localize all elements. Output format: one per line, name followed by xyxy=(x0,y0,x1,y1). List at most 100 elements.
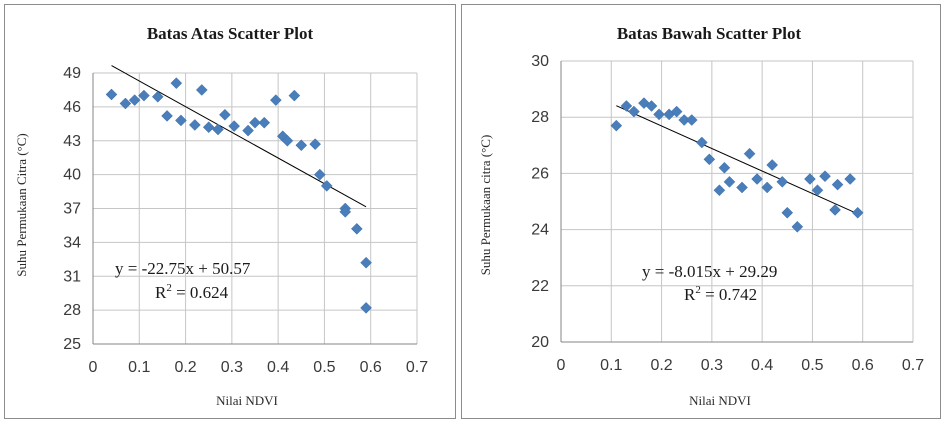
data-point xyxy=(766,159,779,171)
data-point xyxy=(151,90,164,103)
y-axis-label: Suhu Permukaan Citra (°C) xyxy=(14,133,29,276)
x-tick-label: 0.4 xyxy=(267,359,289,376)
r-squared-value: = 0.742 xyxy=(701,285,757,304)
data-point xyxy=(804,173,816,185)
data-point xyxy=(242,124,254,137)
y-tick-label: 49 xyxy=(63,65,81,82)
r-squared-value: = 0.624 xyxy=(172,283,229,302)
x-tick-label: 0.3 xyxy=(701,357,723,374)
y-tick-label: 26 xyxy=(531,165,549,182)
data-point xyxy=(161,110,173,122)
x-axis-label: Nilai NDVI xyxy=(216,393,278,408)
data-points xyxy=(610,97,864,233)
data-point xyxy=(288,89,301,102)
data-point xyxy=(188,119,201,131)
data-point xyxy=(170,77,183,90)
x-tick-labels: 0 0.1 0.2 0.3 0.4 0.5 0.6 0.7 xyxy=(89,359,429,376)
data-point xyxy=(819,170,831,183)
data-point xyxy=(258,116,271,129)
data-point xyxy=(685,114,698,126)
r-squared-prefix: R xyxy=(155,283,167,302)
regression-equation: y = -8.015x + 29.29 xyxy=(642,262,777,281)
data-point xyxy=(620,100,633,112)
data-point xyxy=(320,180,333,192)
axes xyxy=(92,73,417,345)
data-point xyxy=(350,222,363,235)
linear-trendline xyxy=(616,105,858,215)
data-point xyxy=(138,89,150,102)
data-point xyxy=(628,105,640,118)
data-point xyxy=(829,204,841,216)
x-tick-label: 0.6 xyxy=(360,359,382,376)
data-point xyxy=(776,175,789,188)
y-tick-label: 28 xyxy=(63,302,81,319)
data-point xyxy=(119,97,132,110)
chart-panel-upper-bound: Batas Atas Scatter Plot 25 28 31 34 37 40 43 46… xyxy=(4,4,456,419)
x-tick-label: 0.1 xyxy=(128,359,150,376)
data-point xyxy=(723,175,736,188)
r-squared-superscript: 2 xyxy=(695,284,701,296)
y-tick-label: 22 xyxy=(531,278,549,295)
x-axis-label: Nilai NDVI xyxy=(689,393,751,408)
data-point xyxy=(718,161,731,174)
data-point xyxy=(212,123,224,136)
r-squared-prefix: R xyxy=(684,285,696,304)
data-point xyxy=(105,88,118,101)
data-point xyxy=(670,105,683,118)
x-tick-labels: 0 0.1 0.2 0.3 0.4 0.5 0.6 0.7 xyxy=(557,357,925,374)
y-tick-label: 34 xyxy=(63,234,81,251)
data-point xyxy=(791,220,804,233)
data-point xyxy=(695,136,708,149)
trendline-group xyxy=(616,105,858,215)
data-point xyxy=(653,108,665,121)
y-tick-label: 31 xyxy=(63,268,81,285)
data-point xyxy=(360,256,372,269)
data-point xyxy=(713,184,726,197)
scatter-chart-lower-bound: Batas Bawah Scatter Plot 20 22 24 26 28 30 0 0… xyxy=(478,24,925,408)
data-point xyxy=(743,147,756,160)
x-tick-label: 0.2 xyxy=(650,357,672,374)
data-point xyxy=(781,206,794,219)
data-point xyxy=(360,302,372,314)
data-point xyxy=(228,120,241,132)
x-tick-label: 0.5 xyxy=(801,357,823,374)
data-point xyxy=(269,94,282,106)
y-axis-label: Suhu Permukaan citra (°C) xyxy=(478,135,493,276)
x-tick-label: 0 xyxy=(89,359,98,376)
y-tick-label: 30 xyxy=(531,53,549,70)
data-point xyxy=(219,108,231,121)
y-tick-labels: 20 22 24 26 28 30 xyxy=(531,53,549,351)
x-tick-label: 0.7 xyxy=(406,359,428,376)
x-tick-label: 0 xyxy=(557,357,566,374)
y-tick-label: 40 xyxy=(63,167,81,184)
grid-lines xyxy=(561,60,914,342)
y-tick-label: 43 xyxy=(63,133,81,150)
y-tick-label: 20 xyxy=(531,334,549,351)
x-tick-label: 0.7 xyxy=(902,357,924,374)
data-point xyxy=(309,138,322,150)
data-point xyxy=(281,134,294,147)
data-point xyxy=(811,184,824,197)
r-squared-label: R2 = 0.742 xyxy=(684,284,757,304)
data-point xyxy=(313,168,326,181)
data-point xyxy=(761,181,774,194)
y-tick-label: 46 xyxy=(63,99,81,116)
data-point xyxy=(645,100,658,112)
y-tick-label: 37 xyxy=(63,201,81,218)
data-point xyxy=(831,178,844,191)
chart-title: Batas Bawah Scatter Plot xyxy=(617,24,802,43)
x-tick-label: 0.6 xyxy=(852,357,874,374)
data-point xyxy=(128,94,141,106)
grid-lines xyxy=(93,72,418,344)
x-tick-label: 0.1 xyxy=(600,357,622,374)
data-point xyxy=(851,206,864,219)
y-tick-label: 28 xyxy=(531,109,549,126)
data-points xyxy=(105,77,372,314)
y-tick-label: 24 xyxy=(531,222,549,239)
r-squared-label: R2 = 0.624 xyxy=(155,282,229,302)
r-squared-superscript: 2 xyxy=(166,282,172,294)
x-tick-label: 0.5 xyxy=(313,359,335,376)
data-point xyxy=(195,84,208,96)
axes xyxy=(560,61,913,343)
y-tick-labels: 25 28 31 34 37 40 43 46 49 xyxy=(63,65,81,353)
